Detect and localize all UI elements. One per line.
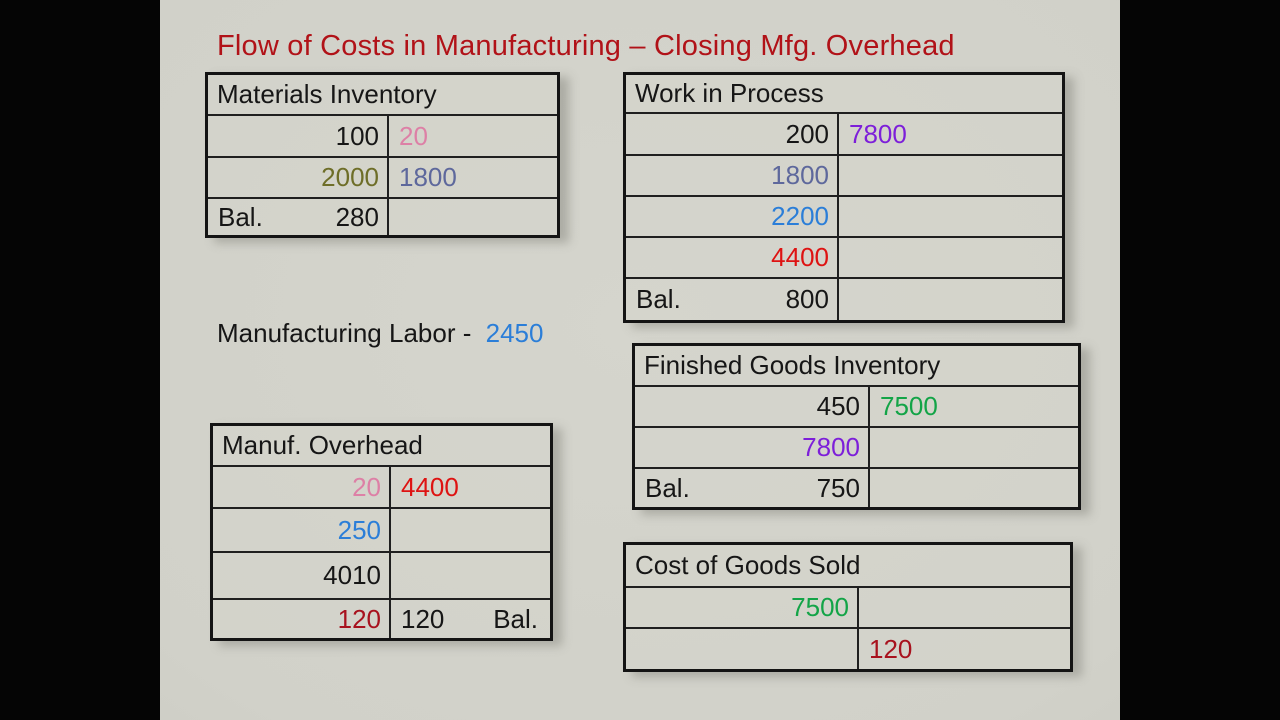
- balance-label: Bal.: [645, 472, 690, 503]
- account-row: 100 20: [208, 114, 557, 156]
- account-row: 250: [213, 507, 550, 551]
- account-row: 120: [626, 627, 1070, 669]
- debit-value: 4010: [323, 560, 381, 590]
- account-row: 450 7500: [635, 385, 1078, 426]
- debit-cell: 100: [208, 116, 387, 156]
- debit-cell: 20: [213, 467, 389, 507]
- debit-value: 450: [816, 391, 860, 421]
- labor-note: Manufacturing Labor - 2450: [217, 318, 543, 349]
- debit-value: 20: [352, 471, 381, 502]
- account-row: 2200: [626, 195, 1062, 236]
- credit-value: 120: [869, 633, 913, 664]
- debit-cell: Bal. 750: [635, 469, 868, 507]
- debit-value: 750: [816, 472, 860, 503]
- labor-note-value: 2450: [485, 318, 544, 348]
- credit-cell: 4400: [389, 467, 550, 507]
- debit-cell: 200: [626, 114, 837, 154]
- account-row: 120 120 Bal.: [213, 598, 550, 638]
- credit-value: 1800: [399, 162, 457, 192]
- credit-cell: [837, 156, 1062, 195]
- account-manuf-overhead: Manuf. Overhead 20 4400 250 4010 120 120 Bal.: [210, 423, 553, 641]
- credit-value: 4400: [401, 471, 459, 502]
- debit-value: 250: [337, 514, 381, 545]
- credit-value: 7800: [849, 118, 907, 149]
- account-cost-of-goods-sold: Cost of Goods Sold 7500 120: [623, 542, 1073, 672]
- credit-cell: [837, 279, 1062, 320]
- account-row: Bal. 750: [635, 467, 1078, 507]
- debit-cell: 450: [635, 387, 868, 426]
- debit-value: 2000: [321, 162, 379, 192]
- account-title-work-in-process: Work in Process: [635, 78, 824, 108]
- account-title-finished-goods-inventory: Finished Goods Inventory: [644, 350, 941, 380]
- balance-label: Bal.: [636, 284, 681, 314]
- credit-cell: 7500: [868, 387, 1078, 426]
- debit-cell: 250: [213, 509, 389, 551]
- account-row: 7500: [626, 586, 1070, 627]
- labor-note-label: Manufacturing Labor -: [217, 318, 472, 348]
- account-row: 20 4400: [213, 465, 550, 507]
- debit-value: 200: [785, 118, 829, 149]
- debit-value: 7800: [802, 432, 860, 462]
- account-work-in-process: Work in Process 200 7800 1800 2200 4400 Bal. 80…: [623, 72, 1065, 323]
- account-row: Bal. 280: [208, 197, 557, 235]
- debit-cell: 2000: [208, 158, 387, 197]
- balance-label: Bal.: [218, 201, 263, 232]
- account-title-manuf-overhead: Manuf. Overhead: [222, 430, 423, 460]
- credit-value: 120: [401, 603, 445, 634]
- debit-value: 7500: [791, 592, 849, 622]
- account-title-cost-of-goods-sold: Cost of Goods Sold: [635, 550, 861, 580]
- debit-cell: Bal. 280: [208, 199, 387, 235]
- debit-cell: 7500: [626, 588, 857, 627]
- debit-cell: 120: [213, 600, 389, 638]
- debit-cell: 4010: [213, 553, 389, 598]
- credit-cell: [837, 238, 1062, 277]
- credit-cell: [389, 509, 550, 551]
- credit-cell: [837, 197, 1062, 236]
- credit-cell: 7800: [837, 114, 1062, 154]
- account-row: 4010: [213, 551, 550, 598]
- credit-cell: [868, 469, 1078, 507]
- account-finished-goods-inventory: Finished Goods Inventory 450 7500 7800 Bal. 7…: [632, 343, 1081, 510]
- debit-cell: 7800: [635, 428, 868, 467]
- debit-value: 280: [335, 201, 379, 232]
- debit-cell: 1800: [626, 156, 837, 195]
- balance-label: Bal.: [493, 603, 538, 634]
- debit-value: 120: [337, 603, 381, 634]
- credit-cell: 120 Bal.: [389, 600, 550, 638]
- credit-cell: [857, 588, 1070, 627]
- credit-cell: 20: [387, 116, 557, 156]
- account-materials-inventory: Materials Inventory 100 20 2000 1800 Bal. 280: [205, 72, 560, 238]
- credit-value: 20: [399, 120, 428, 151]
- credit-cell: [387, 199, 557, 235]
- account-row: 7800: [635, 426, 1078, 467]
- debit-cell: 2200: [626, 197, 837, 236]
- credit-cell: 1800: [387, 158, 557, 197]
- debit-value: 1800: [771, 160, 829, 190]
- slide: Flow of Costs in Manufacturing – Closing…: [160, 0, 1120, 720]
- debit-value: 800: [785, 284, 829, 314]
- credit-value: 7500: [880, 391, 938, 421]
- debit-value: 4400: [771, 242, 829, 272]
- debit-cell: 4400: [626, 238, 837, 277]
- credit-cell: [868, 428, 1078, 467]
- debit-value: 2200: [771, 201, 829, 231]
- debit-cell: [626, 629, 857, 669]
- credit-cell: 120: [857, 629, 1070, 669]
- credit-cell: [389, 553, 550, 598]
- debit-cell: Bal. 800: [626, 279, 837, 320]
- account-row: 2000 1800: [208, 156, 557, 197]
- debit-value: 100: [335, 120, 379, 151]
- account-title-materials-inventory: Materials Inventory: [217, 79, 437, 109]
- account-row: 1800: [626, 154, 1062, 195]
- account-row: Bal. 800: [626, 277, 1062, 320]
- account-row: 200 7800: [626, 112, 1062, 154]
- slide-title: Flow of Costs in Manufacturing – Closing…: [217, 30, 955, 62]
- account-row: 4400: [626, 236, 1062, 277]
